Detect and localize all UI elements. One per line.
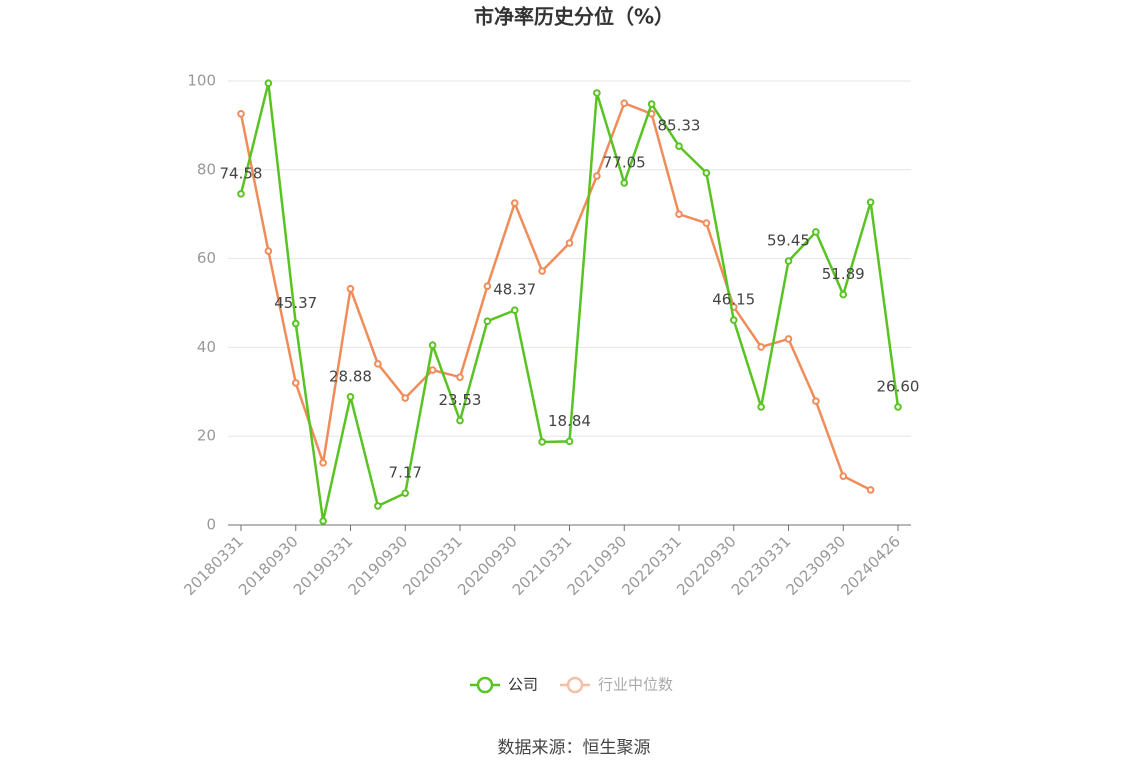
point: [374, 502, 382, 510]
y-tick-label: 80: [197, 160, 216, 178]
data-label: 77.05: [603, 153, 646, 171]
y-tick-label: 60: [197, 249, 216, 267]
point: [237, 110, 245, 118]
point: [237, 190, 245, 198]
point: [291, 379, 300, 387]
data-label: 51.89: [822, 265, 865, 283]
chart-title: 市净率历史分位（%）: [474, 5, 674, 29]
point: [894, 403, 902, 411]
point: [346, 392, 355, 401]
y-tick-label: 20: [197, 427, 216, 445]
point: [428, 366, 437, 374]
point: [839, 290, 848, 299]
point: [702, 219, 711, 227]
point: [729, 316, 738, 324]
point: [565, 437, 574, 446]
series-line: [239, 101, 872, 492]
series-line: [239, 82, 900, 522]
point: [319, 517, 327, 525]
data-label: 59.45: [767, 232, 810, 250]
data-label: 74.58: [220, 164, 263, 182]
point: [319, 459, 327, 467]
point: [291, 319, 300, 328]
y-tick-label: 100: [187, 72, 216, 90]
point: [593, 172, 601, 180]
point: [647, 100, 656, 108]
data-label: 46.15: [712, 291, 755, 309]
point: [675, 210, 683, 218]
legend-marker: [476, 676, 494, 694]
point: [483, 282, 492, 290]
point: [565, 239, 574, 247]
point: [428, 341, 437, 349]
point: [538, 267, 546, 275]
point: [784, 335, 793, 343]
point: [401, 394, 410, 402]
point: [675, 142, 683, 150]
data-label: 18.84: [548, 412, 591, 430]
point: [702, 169, 711, 177]
point: [866, 486, 875, 494]
point: [401, 489, 410, 497]
legend-item[interactable]: 公司: [470, 676, 538, 694]
data-label: 85.33: [658, 117, 701, 135]
point: [620, 99, 629, 107]
data-label: 7.17: [389, 464, 422, 482]
point: [264, 79, 273, 88]
legend-label: 行业中位数: [598, 676, 673, 694]
x-tick-label: 20240426: [837, 532, 904, 599]
point: [510, 306, 519, 315]
point: [593, 89, 601, 97]
point: [757, 343, 765, 351]
legend-marker: [566, 676, 584, 694]
point: [757, 403, 765, 411]
data-label: 48.37: [493, 281, 536, 299]
point: [812, 228, 820, 236]
point: [456, 416, 464, 425]
source: 数据来源：恒生聚源: [498, 738, 651, 758]
point: [374, 360, 382, 368]
point: [483, 317, 492, 326]
legend-item[interactable]: 行业中位数: [560, 676, 673, 694]
point: [538, 438, 546, 446]
point: [812, 397, 820, 405]
point: [346, 284, 355, 293]
y-tick-label: 40: [197, 338, 216, 356]
legend-label: 公司: [508, 676, 538, 694]
point: [866, 198, 875, 207]
point: [784, 257, 793, 265]
point: [510, 199, 519, 207]
point: [456, 373, 464, 381]
point: [839, 472, 848, 480]
y-tick-label: 0: [206, 516, 216, 534]
data-label: 23.53: [439, 391, 482, 409]
data-label: 26.60: [877, 377, 920, 395]
data-label: 45.37: [274, 294, 317, 312]
point: [264, 247, 273, 255]
data-label: 28.88: [329, 367, 372, 385]
point: [620, 179, 629, 187]
